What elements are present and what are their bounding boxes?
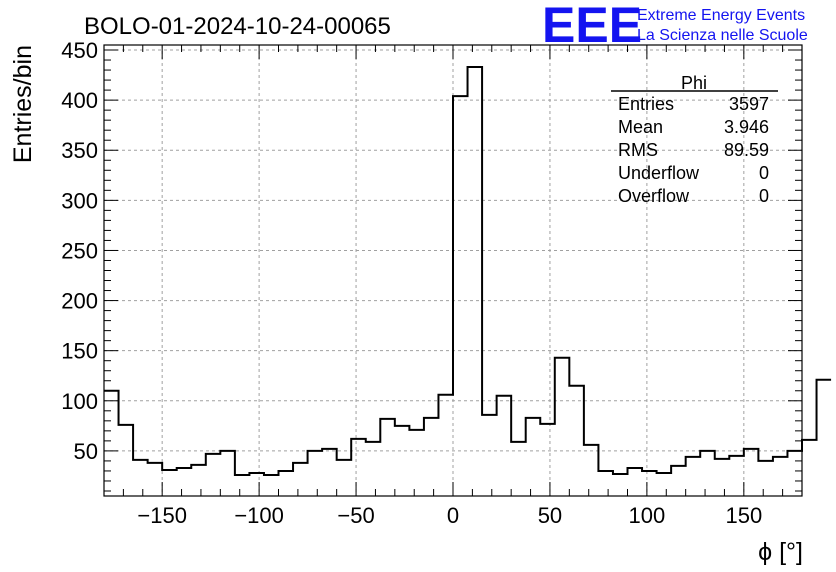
stats-row-value: 0 — [759, 186, 769, 206]
x-tick-label: 150 — [725, 503, 762, 528]
chart-title: BOLO-01-2024-10-24-00065 — [84, 13, 391, 40]
y-tick-label: 250 — [61, 238, 98, 263]
stats-row-value: 89.59 — [724, 140, 769, 160]
y-tick-label: 150 — [61, 339, 98, 364]
histogram-bin — [380, 419, 395, 496]
histogram-series — [104, 66, 832, 496]
eee-logo: EEE Extreme Energy Events La Scienza nel… — [542, 0, 808, 53]
x-tick-label: −50 — [337, 503, 374, 528]
histogram-bin — [729, 456, 744, 496]
histogram-bin — [584, 445, 599, 496]
stats-row-value: 3.946 — [724, 117, 769, 137]
x-tick-label: 0 — [447, 503, 459, 528]
stats-box-rows: Entries 3597 Mean 3.946 RMS 89.59 Underflow 0 Ov… — [618, 94, 769, 206]
stats-row-label: Overflow — [618, 186, 690, 206]
y-tick-label: 100 — [61, 389, 98, 414]
y-tick-label: 300 — [61, 188, 98, 213]
histogram-bin — [279, 471, 294, 496]
histogram-bin — [671, 466, 686, 496]
stats-row-value: 0 — [759, 163, 769, 183]
histogram-bin — [511, 442, 526, 496]
histogram-bin — [337, 460, 352, 496]
y-axis-title: Entries/bin — [9, 45, 37, 163]
histogram-bin — [148, 463, 163, 496]
stats-row-label: RMS — [618, 140, 658, 160]
histogram-bin — [787, 451, 802, 496]
histogram-bin — [744, 449, 759, 496]
histogram-bin — [308, 451, 323, 496]
histogram-bin — [235, 475, 250, 496]
axis-ticks — [103, 45, 803, 496]
histogram-bin — [642, 471, 657, 496]
histogram-bin — [657, 473, 672, 496]
x-axis-title: ϕ [°] — [758, 538, 803, 566]
stats-box: Phi Entries 3597 Mean 3.946 RMS 89.59 Underflo… — [611, 73, 778, 206]
histogram-bin — [686, 457, 701, 496]
eee-logo-line2: La Scienza nelle Scuole — [637, 27, 808, 44]
eee-logo-line1: Extreme Energy Events — [637, 7, 805, 24]
histogram-bin — [249, 473, 264, 496]
histogram-bin — [715, 459, 730, 496]
histogram-bin — [817, 380, 832, 496]
histogram-bin — [322, 449, 337, 496]
eee-logo-mark: EEE — [542, 0, 642, 53]
histogram-bin — [569, 386, 584, 496]
histogram-bin — [453, 96, 468, 496]
x-tick-label: 100 — [629, 503, 666, 528]
y-tick-labels: 50 100 150 200 250 300 350 400 450 — [61, 38, 98, 464]
x-tick-labels: −150 −100 −50 0 50 100 150 — [137, 503, 762, 528]
histogram-bin — [220, 451, 235, 496]
stats-box-title: Phi — [681, 73, 707, 93]
y-tick-label: 50 — [74, 439, 98, 464]
histogram-bin — [468, 67, 483, 496]
histogram-bin — [104, 391, 119, 496]
histogram-bin — [162, 470, 177, 496]
y-tick-label: 200 — [61, 289, 98, 314]
histogram-bin — [555, 358, 570, 496]
y-tick-label: 450 — [61, 38, 98, 63]
x-tick-label: −150 — [137, 503, 187, 528]
histogram-bin — [482, 415, 497, 496]
histogram-bin — [191, 465, 206, 496]
histogram-bin — [613, 474, 628, 496]
histogram-bin — [351, 439, 366, 496]
histogram-line — [104, 66, 832, 476]
x-tick-label: 50 — [538, 503, 562, 528]
histogram-bin — [133, 460, 148, 496]
histogram-bin — [497, 396, 512, 496]
y-tick-label: 350 — [61, 138, 98, 163]
histogram-bin — [409, 430, 424, 496]
x-tick-label: −100 — [234, 503, 284, 528]
y-tick-label: 400 — [61, 88, 98, 113]
histogram-bin — [395, 426, 410, 496]
histogram-bin — [598, 471, 613, 496]
stats-row-label: Mean — [618, 117, 663, 137]
histogram-bin — [628, 468, 643, 496]
histogram-bin — [540, 424, 555, 496]
stats-row-value: 3597 — [729, 94, 769, 114]
stats-row-label: Entries — [618, 94, 674, 114]
histogram-bin — [802, 440, 817, 496]
histogram-bin — [773, 457, 788, 496]
histogram-bin — [206, 454, 221, 496]
histogram-bin — [700, 451, 715, 496]
histogram-bin — [526, 418, 541, 496]
histogram-bin — [177, 468, 192, 496]
stats-row-label: Underflow — [618, 163, 700, 183]
histogram-bin — [424, 418, 439, 496]
histogram-bin — [758, 461, 773, 496]
histogram-bin — [264, 475, 279, 496]
histogram-bin — [119, 425, 134, 496]
histogram-bin — [293, 463, 308, 496]
histogram-bin — [438, 395, 453, 496]
histogram-bin — [366, 442, 381, 496]
